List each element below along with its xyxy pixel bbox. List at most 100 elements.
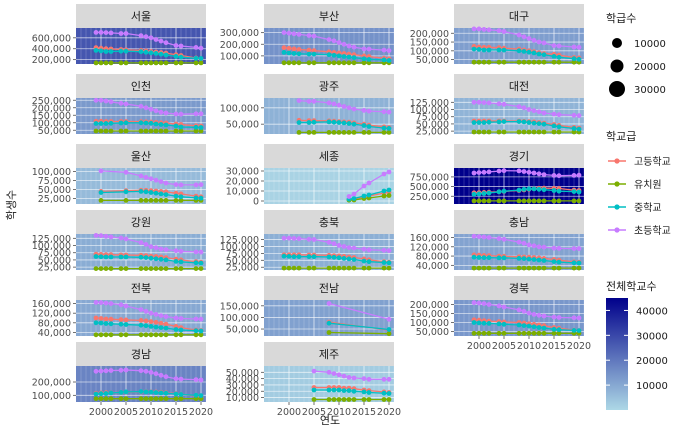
data-point-중학교 [576, 328, 582, 333]
y-tick-label: 40,000 [416, 261, 449, 272]
data-point-중학교 [516, 119, 522, 124]
panel-부산: 부산 [264, 4, 395, 66]
data-point-고등학교 [296, 47, 302, 52]
data-point-유치원 [521, 198, 527, 204]
data-point-초등학교 [336, 40, 342, 45]
data-point-중학교 [178, 54, 184, 60]
data-point-유치원 [481, 129, 487, 135]
data-point-유치원 [481, 265, 487, 271]
data-point-초등학교 [381, 376, 387, 382]
data-point-초등학교 [531, 170, 537, 176]
data-point-중학교 [486, 321, 492, 326]
legend-color-label: 중학교 [634, 202, 662, 214]
data-point-중학교 [123, 322, 129, 327]
data-point-중학교 [481, 255, 487, 261]
y-tick-label: 100,000 [410, 46, 449, 57]
data-point-유치원 [143, 332, 149, 338]
data-point-중학교 [516, 322, 522, 328]
data-point-초등학교 [103, 30, 109, 35]
data-point-유치원 [123, 396, 129, 402]
data-point-유치원 [526, 59, 532, 65]
data-point-초등학교 [311, 33, 317, 39]
data-point-초등학교 [173, 111, 179, 117]
data-point-유치원 [386, 130, 392, 135]
data-point-유치원 [326, 60, 332, 66]
data-point-유치원 [173, 266, 179, 271]
data-point-초등학교 [351, 245, 357, 251]
data-point-초등학교 [306, 33, 312, 38]
data-point-중학교 [153, 256, 159, 262]
data-point-유치원 [286, 265, 292, 271]
y-tick-label: 100,000 [220, 103, 259, 114]
data-point-유치원 [98, 396, 104, 402]
data-point-중학교 [93, 320, 99, 326]
data-point-유치원 [361, 265, 367, 271]
data-point-중학교 [291, 254, 297, 260]
data-point-고등학교 [138, 318, 144, 323]
x-tick-label: 2005 [492, 341, 516, 352]
legend-fill-title: 전체학교수 [606, 280, 657, 293]
data-point-유치원 [481, 59, 487, 65]
data-point-유치원 [118, 128, 124, 134]
legend-fill-label: 40000 [636, 306, 668, 317]
data-point-고등학교 [123, 317, 129, 323]
data-point-초등학교 [481, 27, 487, 32]
series-line-초등학교 [283, 31, 390, 52]
data-point-유치원 [501, 59, 507, 65]
data-point-유치원 [556, 265, 562, 271]
data-point-초등학교 [501, 29, 507, 34]
data-point-유치원 [331, 265, 337, 271]
data-point-중학교 [311, 119, 317, 125]
panel-title: 전남 [319, 282, 339, 295]
data-point-초등학교 [331, 38, 337, 44]
series-line-중학교 [283, 255, 390, 264]
data-point-유치원 [163, 60, 169, 66]
data-point-유치원 [178, 266, 184, 271]
data-point-초등학교 [531, 243, 537, 249]
data-point-유치원 [556, 129, 562, 135]
data-point-중학교 [326, 387, 332, 393]
series-line-고등학교 [96, 120, 202, 127]
data-point-초등학교 [471, 99, 477, 105]
data-point-초등학교 [286, 235, 292, 241]
data-point-유치원 [281, 60, 287, 66]
series-line-초등학교 [328, 302, 390, 320]
data-point-초등학교 [521, 34, 527, 40]
data-point-유치원 [481, 330, 487, 336]
data-point-유치원 [486, 265, 492, 271]
data-point-초등학교 [481, 100, 487, 105]
data-point-유치원 [326, 265, 332, 271]
data-point-유치원 [138, 60, 144, 66]
data-point-초등학교 [526, 242, 532, 248]
data-point-유치원 [576, 198, 582, 204]
series-line-중학교 [473, 321, 580, 332]
data-point-초등학교 [123, 236, 129, 242]
data-point-초등학교 [496, 303, 502, 309]
data-point-중학교 [541, 52, 547, 58]
data-point-초등학교 [351, 375, 357, 381]
data-point-중학교 [486, 190, 492, 196]
data-point-유치원 [178, 396, 184, 402]
y-tick-label: 125,000 [220, 235, 259, 246]
data-point-중학교 [153, 390, 159, 395]
data-point-중학교 [331, 254, 337, 260]
data-point-유치원 [198, 128, 204, 134]
data-point-유치원 [501, 129, 507, 135]
data-point-중학교 [476, 320, 482, 326]
data-point-초등학교 [501, 101, 507, 107]
y-tick-label: 500,000 [410, 182, 449, 193]
y-tick-label: 80,000 [38, 318, 71, 329]
series-line-초등학교 [100, 170, 202, 186]
data-point-초등학교 [326, 100, 332, 106]
data-point-초등학교 [486, 302, 492, 307]
data-point-초등학교 [306, 98, 312, 104]
data-point-중학교 [93, 121, 99, 126]
series-line-초등학교 [473, 170, 580, 177]
data-point-중학교 [153, 324, 159, 330]
data-point-중학교 [198, 195, 204, 201]
data-point-초등학교 [471, 170, 477, 176]
data-point-초등학교 [386, 48, 392, 53]
data-point-유치원 [351, 60, 357, 66]
data-point-중학교 [381, 125, 387, 131]
data-point-초등학교 [576, 172, 582, 178]
